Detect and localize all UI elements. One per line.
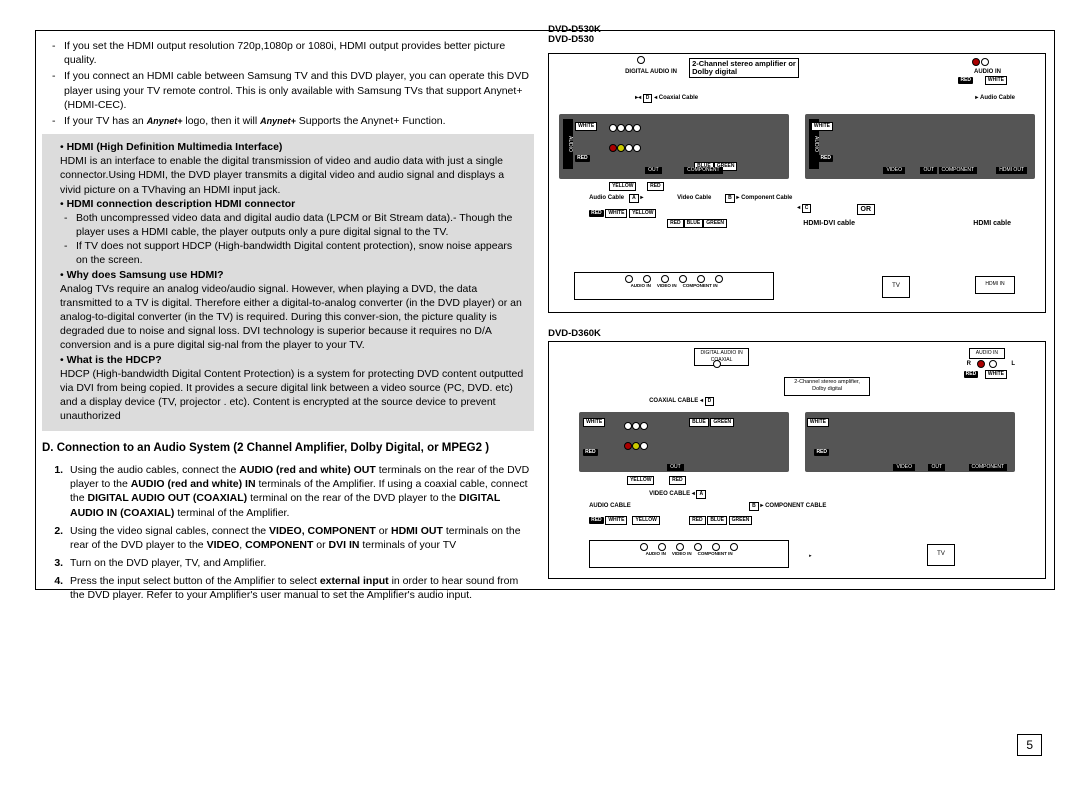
- step: Press the input select button of the Amp…: [66, 574, 534, 602]
- info-subtext: Both uncompressed video data and digital…: [60, 211, 526, 239]
- dvd-back-panel: [579, 412, 789, 472]
- port-label: OUT: [920, 167, 937, 174]
- info-heading: Why does Samsung use HDMI?: [67, 269, 224, 281]
- info-item: • HDMI connection description HDMI conne…: [50, 197, 526, 268]
- model-label: DVD-D530KDVD-D530: [548, 25, 601, 46]
- section-d-heading: D. Connection to an Audio System (2 Chan…: [42, 441, 534, 457]
- port-label: VIDEO: [893, 464, 915, 471]
- port-group: AUDIO: [563, 119, 573, 169]
- info-text: HDMI is an interface to enable the digit…: [60, 155, 504, 195]
- connection-diagram-1: 2-Channel stereo amplifier or Dolby digi…: [548, 53, 1046, 313]
- info-heading: What is the HDCP?: [67, 354, 162, 366]
- intro-bullet: If you set the HDMI output resolution 72…: [64, 39, 534, 67]
- port-label: COMPONENT: [939, 167, 978, 174]
- dvd-back-panel: [805, 412, 1015, 472]
- info-subtext: If TV does not support HDCP (High-bandwi…: [60, 239, 526, 267]
- info-text: HDCP (High-bandwidth Digital Content Pro…: [60, 368, 523, 423]
- port-label: DIGITAL AUDIO IN: [625, 68, 677, 76]
- model-label: DVD-D360K: [548, 328, 601, 341]
- anynet-logo: Anynet+: [260, 116, 296, 126]
- info-item: • Why does Samsung use HDMI? Analog TVs …: [50, 268, 526, 353]
- port-label: COMPONENT: [969, 464, 1008, 471]
- intro-bullet-list: If you set the HDMI output resolution 72…: [42, 39, 534, 128]
- page-number: 5: [1017, 734, 1042, 756]
- tv-input-strip: AUDIO IN VIDEO IN COMPONENT IN: [589, 540, 789, 568]
- intro-bullet: If you connect an HDMI cable between Sam…: [64, 69, 534, 112]
- connection-diagram-2: DIGITAL AUDIO IN COAXIAL AUDIO IN RED WH…: [548, 341, 1046, 579]
- diagram-column: DVD-D530KDVD-D530 2-Channel stereo ampli…: [548, 39, 1046, 581]
- hdmi-in-box: HDMI IN: [975, 276, 1015, 294]
- info-item: • HDMI (High Definition Multimedia Inter…: [50, 140, 526, 197]
- port-label: VIDEO: [883, 167, 905, 174]
- port-label: OUT: [928, 464, 945, 471]
- cable-label: HDMI-DVI cable: [803, 219, 855, 228]
- intro-bullet: If your TV has an Anynet+ logo, then it …: [64, 114, 534, 128]
- step-list: Using the audio cables, connect the AUDI…: [42, 463, 534, 603]
- step: Using the video signal cables, connect t…: [66, 524, 534, 552]
- amp-label: 2-Channel stereo amplifier or Dolby digi…: [689, 58, 799, 78]
- port-label: OUT: [645, 167, 662, 174]
- port-label: COMPONENT: [684, 167, 723, 174]
- step: Using the audio cables, connect the AUDI…: [66, 463, 534, 520]
- or-label: OR: [857, 204, 876, 215]
- info-heading: HDMI (High Definition Multimedia Interfa…: [67, 141, 283, 153]
- tv-icon: TV: [882, 276, 910, 298]
- port-label: AUDIO IN: [969, 348, 1005, 359]
- port-label: HDMI OUT: [996, 167, 1027, 174]
- info-heading: HDMI connection description HDMI connect…: [67, 198, 296, 210]
- tv-input-strip: AUDIO IN VIDEO IN COMPONENT IN: [574, 272, 774, 300]
- text-column: If you set the HDMI output resolution 72…: [42, 39, 540, 581]
- hdmi-info-box: • HDMI (High Definition Multimedia Inter…: [42, 134, 534, 431]
- anynet-logo: Anynet+: [147, 116, 183, 126]
- port-label: DIGITAL AUDIO IN COAXIAL: [694, 348, 749, 366]
- amp-label: 2-Channel stereo amplifier, Dolby digita…: [784, 377, 870, 396]
- info-text: Analog TVs require an analog video/audio…: [60, 283, 522, 352]
- port-label: OUT: [667, 464, 684, 471]
- step: Turn on the DVD player, TV, and Amplifie…: [66, 556, 534, 570]
- tv-icon: TV: [927, 544, 955, 566]
- info-item: • What is the HDCP? HDCP (High-bandwidth…: [50, 353, 526, 424]
- manual-page: If you set the HDMI output resolution 72…: [35, 30, 1055, 590]
- cable-label: HDMI cable: [973, 219, 1011, 228]
